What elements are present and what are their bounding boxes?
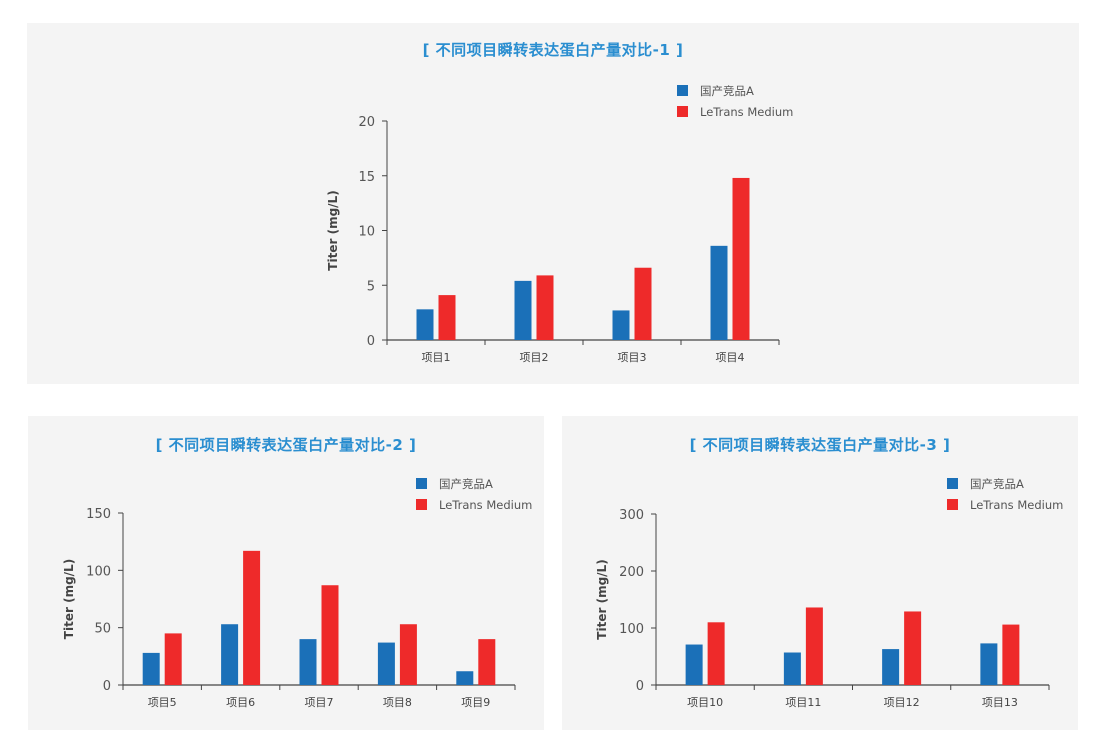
y-tick-label: 20 bbox=[358, 115, 375, 130]
bar-series-b bbox=[438, 295, 456, 340]
legend-item-series-b: LeTrans Medium bbox=[677, 101, 793, 122]
x-tick-label: 项目4 bbox=[716, 351, 745, 364]
x-tick-label: 项目11 bbox=[785, 696, 821, 709]
bar-series-b bbox=[707, 622, 725, 685]
x-tick-label: 项目7 bbox=[305, 696, 334, 709]
x-tick-label: 项目6 bbox=[226, 696, 255, 709]
chart-title: [ 不同项目瞬转表达蛋白产量对比-1 ] bbox=[422, 41, 684, 59]
legend-swatch-blue bbox=[677, 85, 688, 96]
y-tick-label: 0 bbox=[367, 334, 375, 349]
chart-title: [ 不同项目瞬转表达蛋白产量对比-3 ] bbox=[689, 436, 951, 454]
y-axis-title: Titer (mg/L) bbox=[595, 559, 609, 639]
x-tick-label: 项目13 bbox=[982, 696, 1018, 709]
legend-label: LeTrans Medium bbox=[970, 497, 1064, 512]
x-tick-label: 项目9 bbox=[461, 696, 490, 709]
y-tick-label: 150 bbox=[86, 507, 111, 522]
chart-panel-1: [ 不同项目瞬转表达蛋白产量对比-1 ] 国产竞品A LeTrans Mediu… bbox=[27, 23, 1079, 384]
bar-series-a bbox=[783, 652, 801, 685]
bar-series-b bbox=[399, 624, 417, 685]
legend: 国产竞品A LeTrans Medium bbox=[416, 473, 532, 515]
bar-series-a bbox=[456, 671, 474, 685]
x-tick-label: 项目8 bbox=[383, 696, 412, 709]
bar-series-b bbox=[805, 607, 823, 685]
bar-series-a bbox=[882, 649, 900, 685]
x-tick-label: 项目1 bbox=[422, 351, 451, 364]
chart-svg: 0 50 100 150 Titer (mg/L) 项目5 项目6 项目7 项目8 项目9 bbox=[62, 507, 516, 709]
bar-series-b bbox=[478, 639, 496, 685]
legend-item-series-a: 国产竞品A bbox=[947, 473, 1063, 494]
legend-swatch-blue bbox=[947, 478, 958, 489]
y-tick-label: 50 bbox=[94, 622, 111, 637]
legend-swatch-red bbox=[947, 499, 958, 510]
bar-series-b bbox=[904, 611, 922, 685]
y-tick-label: 5 bbox=[367, 279, 375, 294]
chart-panel-3: [ 不同项目瞬转表达蛋白产量对比-3 ] 国产竞品A LeTrans Mediu… bbox=[562, 416, 1078, 730]
bar-series-a bbox=[142, 652, 160, 685]
bar-series-b bbox=[732, 177, 750, 340]
y-tick-label: 100 bbox=[619, 622, 644, 637]
legend-label: 国产竞品A bbox=[970, 476, 1024, 491]
chart-svg: 0 100 200 300 Titer (mg/L) 项目10 项目11 项目12 项目13 bbox=[595, 508, 1050, 709]
legend-item-series-a: 国产竞品A bbox=[677, 80, 793, 101]
x-tick-label: 项目3 bbox=[618, 351, 647, 364]
legend: 国产竞品A LeTrans Medium bbox=[677, 80, 793, 122]
chart-panel-2: [ 不同项目瞬转表达蛋白产量对比-2 ] 国产竞品A LeTrans Mediu… bbox=[28, 416, 544, 730]
bar-series-b bbox=[321, 585, 339, 685]
x-tick-label: 项目10 bbox=[687, 696, 723, 709]
y-tick-label: 0 bbox=[636, 679, 644, 694]
bar-series-a bbox=[980, 643, 998, 685]
legend: 国产竞品A LeTrans Medium bbox=[947, 473, 1063, 515]
legend-item-series-a: 国产竞品A bbox=[416, 473, 532, 494]
legend-label: 国产竞品A bbox=[700, 83, 754, 98]
y-tick-label: 0 bbox=[103, 679, 111, 694]
legend-label: LeTrans Medium bbox=[700, 104, 794, 119]
legend-label: LeTrans Medium bbox=[439, 497, 533, 512]
y-tick-label: 300 bbox=[619, 508, 644, 523]
y-tick-label: 100 bbox=[86, 564, 111, 579]
bar-series-b bbox=[634, 267, 652, 340]
bar-series-a bbox=[377, 642, 395, 685]
bar-series-b bbox=[243, 550, 261, 685]
legend-item-series-b: LeTrans Medium bbox=[416, 494, 532, 515]
legend-swatch-red bbox=[416, 499, 427, 510]
x-tick-label: 项目12 bbox=[884, 696, 920, 709]
legend-item-series-b: LeTrans Medium bbox=[947, 494, 1063, 515]
bar-series-a bbox=[612, 310, 630, 340]
chart-svg: 0 5 10 15 20 Titer (mg/L) 项目1 项目2 项目3 项目4 bbox=[326, 115, 780, 364]
chart-title: [ 不同项目瞬转表达蛋白产量对比-2 ] bbox=[155, 436, 417, 454]
bar-series-a bbox=[710, 245, 728, 340]
y-axis-title: Titer (mg/L) bbox=[62, 559, 76, 639]
y-axis-title: Titer (mg/L) bbox=[326, 190, 340, 270]
bar-series-a bbox=[514, 280, 532, 340]
bar-series-b bbox=[164, 633, 182, 685]
bar-series-a bbox=[416, 309, 434, 340]
bar-series-a bbox=[685, 644, 703, 685]
bar-series-a bbox=[221, 624, 239, 685]
legend-swatch-red bbox=[677, 106, 688, 117]
legend-swatch-blue bbox=[416, 478, 427, 489]
x-tick-label: 项目2 bbox=[520, 351, 549, 364]
x-tick-label: 项目5 bbox=[148, 696, 177, 709]
y-tick-label: 10 bbox=[358, 225, 375, 240]
bar-series-a bbox=[299, 639, 317, 685]
legend-label: 国产竞品A bbox=[439, 476, 493, 491]
y-tick-label: 15 bbox=[358, 170, 375, 185]
y-tick-label: 200 bbox=[619, 565, 644, 580]
bar-series-b bbox=[1002, 624, 1020, 685]
bar-series-b bbox=[536, 275, 554, 340]
